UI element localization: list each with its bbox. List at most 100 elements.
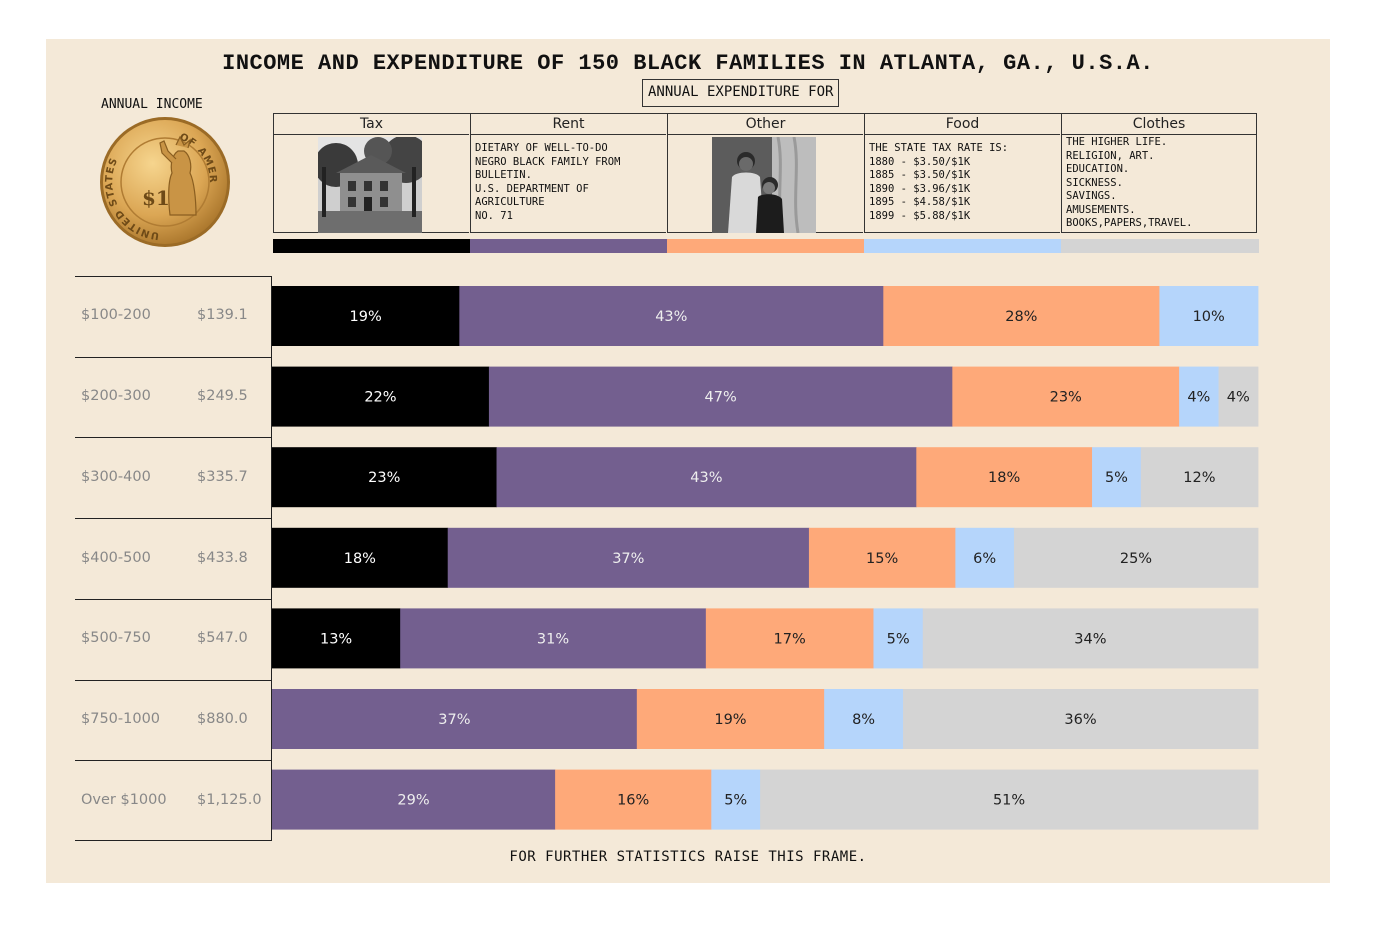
bar-segment-clothes: [760, 769, 1259, 830]
bar-segment-rent: [272, 689, 638, 749]
bar-value-label: 23%: [1050, 390, 1082, 406]
annual-expenditure-label: ANNUAL EXPENDITURE FOR: [642, 79, 840, 107]
bar-segment-clothes: [1140, 447, 1259, 508]
income-range-label: Over $1000: [81, 791, 167, 808]
average-income-label: $1,125.0: [197, 791, 262, 808]
bar-segment-rent: [459, 286, 884, 346]
bar-segment-other: [636, 689, 825, 749]
bar-segment-tax: [272, 286, 460, 346]
bar-value-label: 8%: [852, 712, 875, 728]
bar-value-label: 16%: [617, 793, 649, 809]
row-divider: [75, 840, 271, 841]
row-divider: [75, 437, 271, 439]
bar-value-label: 31%: [537, 631, 569, 647]
bar-value-label: 4%: [1187, 390, 1210, 406]
bar-segment-food: [711, 769, 761, 830]
bar-segment-rent: [400, 608, 707, 669]
family-portrait-photo: [712, 137, 816, 233]
bar-value-label: 23%: [368, 470, 400, 486]
bar-segment-rent: [496, 447, 917, 508]
bar-segment-clothes: [1218, 366, 1259, 427]
bar-value-label: 12%: [1183, 470, 1215, 486]
bar-value-label: 28%: [1005, 309, 1037, 325]
bar-value-label: 43%: [655, 309, 687, 325]
average-income-label: $547.0: [197, 630, 248, 647]
bar-value-label: 10%: [1193, 309, 1225, 325]
color-legend-strip: [273, 239, 1259, 253]
bar-segment-tax: [272, 447, 497, 508]
legend-swatch-tax: [273, 239, 471, 253]
bar-value-label: 47%: [705, 390, 737, 406]
category-description: THE STATE TAX RATE IS: 1880 - $3.50/$1K …: [869, 142, 1009, 222]
bar-segment-other: [952, 366, 1180, 427]
legend-swatch-clothes: [1061, 239, 1259, 253]
legend-swatch-other: [667, 239, 865, 253]
income-range-label: $200-300: [81, 388, 151, 405]
bar-value-label: 51%: [993, 793, 1025, 809]
category-column-clothes: Clothes THE HIGHER LIFE. RELIGION, ART. …: [1061, 114, 1257, 233]
bar-value-label: 29%: [397, 793, 429, 809]
category-description: THE HIGHER LIFE. RELIGION, ART. EDUCATIO…: [1066, 136, 1193, 229]
bar-segment-other: [555, 769, 712, 830]
bar-segment-rent: [488, 366, 953, 427]
bar-value-label: 5%: [1105, 470, 1128, 486]
bar-value-label: 17%: [774, 631, 806, 647]
footer-note: FOR FURTHER STATISTICS RAISE THIS FRAME.: [509, 849, 867, 865]
bar-value-label: 34%: [1074, 631, 1106, 647]
bar-segment-clothes: [922, 608, 1259, 669]
legend-swatch-food: [864, 239, 1062, 253]
dollar-coin-icon: OF AMERICA UNITED STATES $1: [98, 115, 230, 247]
bar-value-label: 5%: [724, 793, 747, 809]
bar-segment-clothes: [903, 689, 1259, 749]
category-description: DIETARY OF WELL-TO-DO NEGRO BLACK FAMILY…: [475, 142, 621, 222]
category-header: Clothes: [1062, 114, 1256, 135]
bar-segment-food: [1159, 286, 1259, 346]
bar-value-label: 15%: [866, 551, 898, 567]
chart-frame: INCOME AND EXPENDITURE OF 150 BLACK FAMI…: [46, 39, 1330, 883]
row-divider: [75, 276, 271, 277]
bar-value-label: 37%: [612, 551, 644, 567]
annual-income-label: ANNUAL INCOME: [101, 97, 203, 112]
bar-segment-other: [705, 608, 874, 669]
bar-segment-tax: [272, 366, 490, 427]
category-header: Tax: [274, 114, 469, 135]
bar-value-label: 18%: [344, 551, 376, 567]
building-photo: [318, 137, 422, 233]
bar-value-label: 5%: [887, 631, 910, 647]
bar-value-label: 36%: [1064, 712, 1096, 728]
average-income-label: $139.1: [197, 307, 248, 324]
category-column-tax: Tax: [273, 114, 469, 233]
row-divider: [75, 679, 271, 681]
bar-value-label: 4%: [1227, 390, 1250, 406]
bar-segment-food: [955, 527, 1015, 588]
bar-segment-rent: [272, 769, 556, 830]
category-legend-table: Tax: [273, 113, 1257, 234]
average-income-label: $249.5: [197, 388, 248, 405]
bar-segment-food: [1092, 447, 1142, 508]
bar-value-label: 19%: [350, 309, 382, 325]
bar-value-label: 43%: [690, 470, 722, 486]
income-range-label: $400-500: [81, 549, 151, 566]
category-column-rent: Rent DIETARY OF WELL-TO-DO NEGRO BLACK F…: [470, 114, 666, 233]
bar-segment-tax: [272, 527, 449, 588]
bar-value-label: 37%: [438, 712, 470, 728]
row-divider: [75, 760, 271, 762]
average-income-label: $335.7: [197, 468, 248, 485]
bar-segment-food: [1179, 366, 1219, 427]
bar-value-label: 25%: [1120, 551, 1152, 567]
row-divider: [75, 598, 271, 600]
bar-value-label: 19%: [714, 712, 746, 728]
row-divider: [75, 356, 271, 358]
bar-segment-food: [873, 608, 924, 669]
coin-value-text: $1: [142, 186, 170, 210]
average-income-label: $433.8: [197, 549, 248, 566]
income-range-label: $300-400: [81, 468, 151, 485]
bar-value-label: 22%: [364, 390, 396, 406]
bar-segment-other: [883, 286, 1160, 346]
average-income-label: $880.0: [197, 710, 248, 727]
row-divider: [75, 518, 271, 520]
income-row-labels: $100-200 $139.1 $200-300 $249.5 $300-400 $335…: [75, 276, 272, 841]
bar-value-label: 6%: [973, 551, 996, 567]
chart-title: INCOME AND EXPENDITURE OF 150 BLACK FAMI…: [222, 51, 1154, 76]
bar-segment-other: [916, 447, 1093, 508]
